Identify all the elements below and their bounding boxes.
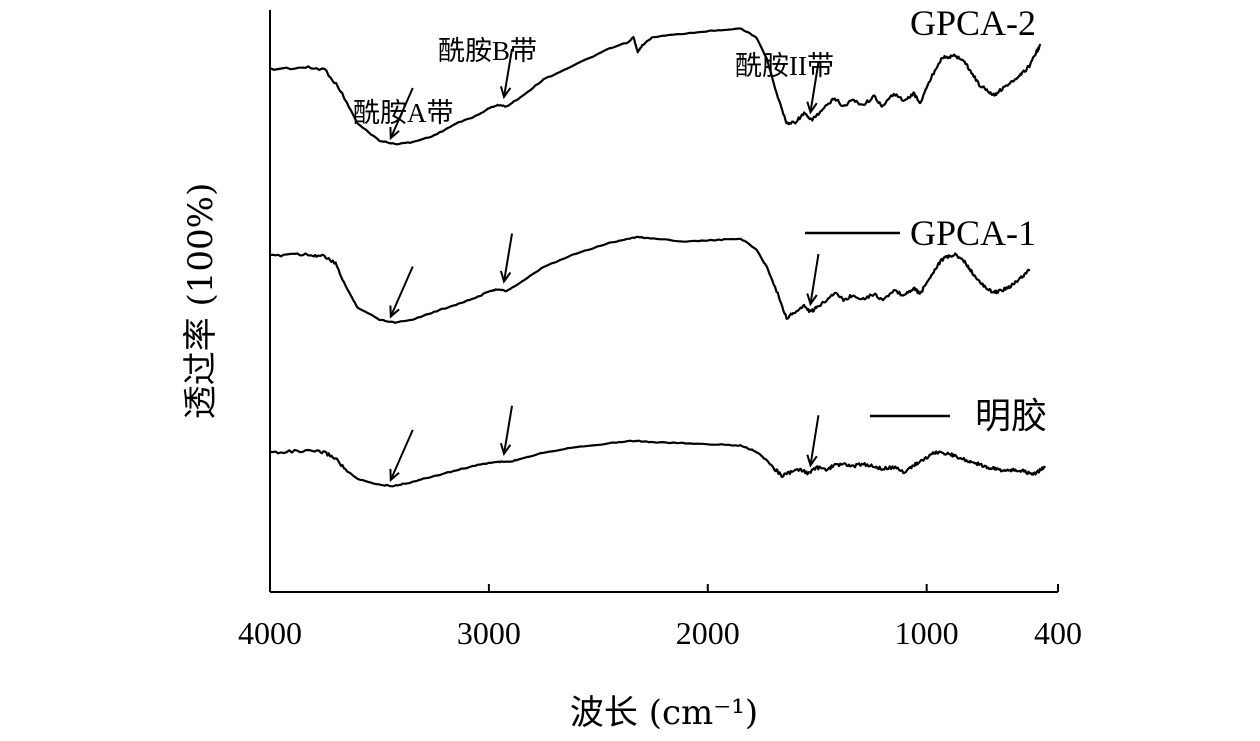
x-axis-title: 波长 (cm⁻¹) <box>570 693 758 733</box>
x-ticks: 4000 3000 2000 1000 400 <box>238 584 1082 651</box>
x-tick-label-2000: 2000 <box>676 615 740 651</box>
arrow-head-0-2 <box>806 101 818 115</box>
series-line-0 <box>269 27 1042 146</box>
annotation-label-0: 酰胺A带 <box>353 98 454 128</box>
arrow-head-2-0 <box>389 468 400 483</box>
arrow-0-1 <box>503 48 514 98</box>
x-tick-label-4000: 4000 <box>238 615 302 651</box>
annotation-layer: 酰胺A带 酰胺B带酰胺II带 <box>353 36 834 483</box>
legend-label-2: 明胶 <box>975 396 1047 436</box>
arrow-2-2 <box>809 415 820 466</box>
arrow-1-1 <box>503 233 514 282</box>
legend-label-0: GPCA-2 <box>910 3 1036 43</box>
series-line-1 <box>269 235 1031 324</box>
arrow-head-2-2 <box>806 454 818 468</box>
arrow-head-1-0 <box>389 305 400 319</box>
arrow-0-0 <box>389 87 414 139</box>
x-tick-label-1000: 1000 <box>895 615 959 651</box>
arrow-head-0-0 <box>389 126 400 141</box>
arrow-2-0 <box>389 429 414 481</box>
legend-layer: GPCA-2 GPCA-1 明胶 <box>805 3 1047 436</box>
arrow-head-0-1 <box>499 86 512 100</box>
arrow-0-2 <box>809 62 820 113</box>
x-tick-label-3000: 3000 <box>457 615 521 651</box>
arrow-2-1 <box>503 405 514 454</box>
arrow-head-2-1 <box>499 442 512 457</box>
annotation-label-1: 酰胺B带 <box>438 36 537 66</box>
annotation-label-2: 酰胺II带 <box>735 51 834 81</box>
series-line-2 <box>269 439 1046 488</box>
arrow-head-1-2 <box>806 293 818 307</box>
y-axis-title: 透过率 (100%) <box>181 183 221 420</box>
legend-label-1: GPCA-1 <box>910 213 1036 253</box>
arrow-1-0 <box>389 266 414 317</box>
series-layer <box>269 27 1046 488</box>
arrow-head-1-1 <box>499 270 512 284</box>
arrow-1-2 <box>809 253 820 305</box>
x-tick-label-400: 400 <box>1034 615 1082 651</box>
